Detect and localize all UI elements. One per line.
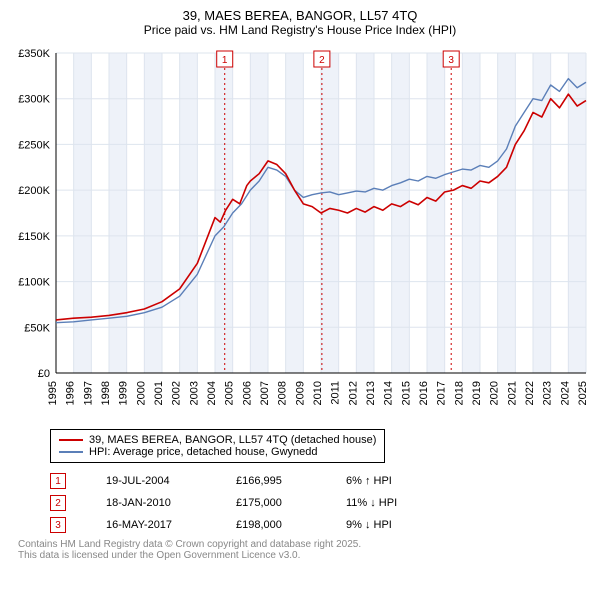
svg-text:2008: 2008 — [277, 381, 289, 405]
svg-text:£0: £0 — [38, 368, 50, 380]
legend-row: HPI: Average price, detached house, Gwyn… — [59, 446, 376, 458]
svg-text:2014: 2014 — [383, 381, 395, 405]
legend-row: 39, MAES BEREA, BANGOR, LL57 4TQ (detach… — [59, 434, 376, 446]
svg-text:2011: 2011 — [330, 381, 342, 405]
svg-text:1999: 1999 — [118, 381, 130, 405]
svg-text:2004: 2004 — [206, 381, 218, 405]
svg-text:2015: 2015 — [400, 381, 412, 405]
svg-text:2001: 2001 — [153, 381, 165, 405]
svg-text:1997: 1997 — [82, 381, 94, 405]
event-row: 1 19-JUL-2004 £166,995 6% ↑ HPI — [50, 473, 590, 489]
event-pct: 9% ↓ HPI — [346, 519, 436, 531]
chart: £0 £50K £100K £150K £200K £250K £300K £350K 1995… — [10, 43, 590, 423]
svg-text:2018: 2018 — [453, 381, 465, 405]
svg-text:2003: 2003 — [188, 381, 200, 405]
svg-text:£350K: £350K — [18, 48, 50, 60]
svg-text:2010: 2010 — [312, 381, 324, 405]
svg-text:£50K: £50K — [24, 322, 50, 334]
svg-text:2002: 2002 — [171, 381, 183, 405]
event-date: 19-JUL-2004 — [106, 475, 196, 487]
legend-label: 39, MAES BEREA, BANGOR, LL57 4TQ (detach… — [89, 434, 376, 446]
event-date: 18-JAN-2010 — [106, 497, 196, 509]
svg-text:2000: 2000 — [135, 381, 147, 405]
svg-text:1: 1 — [222, 55, 228, 66]
svg-text:2007: 2007 — [259, 381, 271, 405]
event-badge: 2 — [50, 495, 66, 511]
svg-text:2022: 2022 — [524, 381, 536, 405]
svg-text:2017: 2017 — [436, 381, 448, 405]
svg-text:3: 3 — [448, 55, 454, 66]
chart-svg: £0 £50K £100K £150K £200K £250K £300K £350K 1995… — [10, 43, 590, 423]
event-row: 2 18-JAN-2010 £175,000 11% ↓ HPI — [50, 495, 590, 511]
svg-text:1996: 1996 — [65, 381, 77, 405]
svg-text:2019: 2019 — [471, 381, 483, 405]
svg-text:2020: 2020 — [489, 381, 501, 405]
footer-line: Contains HM Land Registry data © Crown c… — [18, 539, 590, 550]
legend: 39, MAES BEREA, BANGOR, LL57 4TQ (detach… — [50, 429, 385, 463]
svg-text:2006: 2006 — [241, 381, 253, 405]
svg-text:1998: 1998 — [100, 381, 112, 405]
page-title: 39, MAES BEREA, BANGOR, LL57 4TQ — [10, 8, 590, 23]
event-date: 16-MAY-2017 — [106, 519, 196, 531]
event-price: £166,995 — [236, 475, 306, 487]
svg-text:£300K: £300K — [18, 94, 50, 106]
page-subtitle: Price paid vs. HM Land Registry's House … — [10, 23, 590, 37]
legend-swatch — [59, 451, 83, 453]
svg-text:2013: 2013 — [365, 381, 377, 405]
event-pct: 11% ↓ HPI — [346, 497, 436, 509]
svg-text:2025: 2025 — [577, 381, 589, 405]
svg-text:2009: 2009 — [294, 381, 306, 405]
legend-label: HPI: Average price, detached house, Gwyn… — [89, 446, 318, 458]
svg-text:2005: 2005 — [224, 381, 236, 405]
event-table: 1 19-JUL-2004 £166,995 6% ↑ HPI 2 18-JAN-2010… — [50, 473, 590, 533]
svg-text:2016: 2016 — [418, 381, 430, 405]
page: 39, MAES BEREA, BANGOR, LL57 4TQ Price p… — [0, 0, 600, 590]
event-badge: 1 — [50, 473, 66, 489]
svg-text:2021: 2021 — [506, 381, 518, 405]
event-price: £198,000 — [236, 519, 306, 531]
legend-swatch — [59, 439, 83, 441]
event-price: £175,000 — [236, 497, 306, 509]
footer: Contains HM Land Registry data © Crown c… — [18, 539, 590, 561]
event-pct: 6% ↑ HPI — [346, 475, 436, 487]
svg-text:£100K: £100K — [18, 277, 50, 289]
svg-text:2023: 2023 — [542, 381, 554, 405]
svg-text:1995: 1995 — [47, 381, 59, 405]
svg-text:2: 2 — [319, 55, 325, 66]
svg-text:2012: 2012 — [347, 381, 359, 405]
svg-text:2024: 2024 — [559, 381, 571, 405]
svg-text:£250K: £250K — [18, 139, 50, 151]
svg-text:£200K: £200K — [18, 185, 50, 197]
event-row: 3 16-MAY-2017 £198,000 9% ↓ HPI — [50, 517, 590, 533]
svg-text:£150K: £150K — [18, 231, 50, 243]
event-badge: 3 — [50, 517, 66, 533]
footer-line: This data is licensed under the Open Gov… — [18, 550, 590, 561]
